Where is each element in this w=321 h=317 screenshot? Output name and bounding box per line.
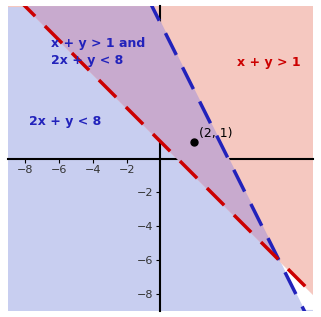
Text: (2, 1): (2, 1) — [199, 126, 232, 139]
Text: x + y > 1: x + y > 1 — [237, 55, 300, 68]
Text: x + y > 1 and
2x + y < 8: x + y > 1 and 2x + y < 8 — [51, 37, 145, 67]
Text: 2x + y < 8: 2x + y < 8 — [29, 115, 101, 128]
